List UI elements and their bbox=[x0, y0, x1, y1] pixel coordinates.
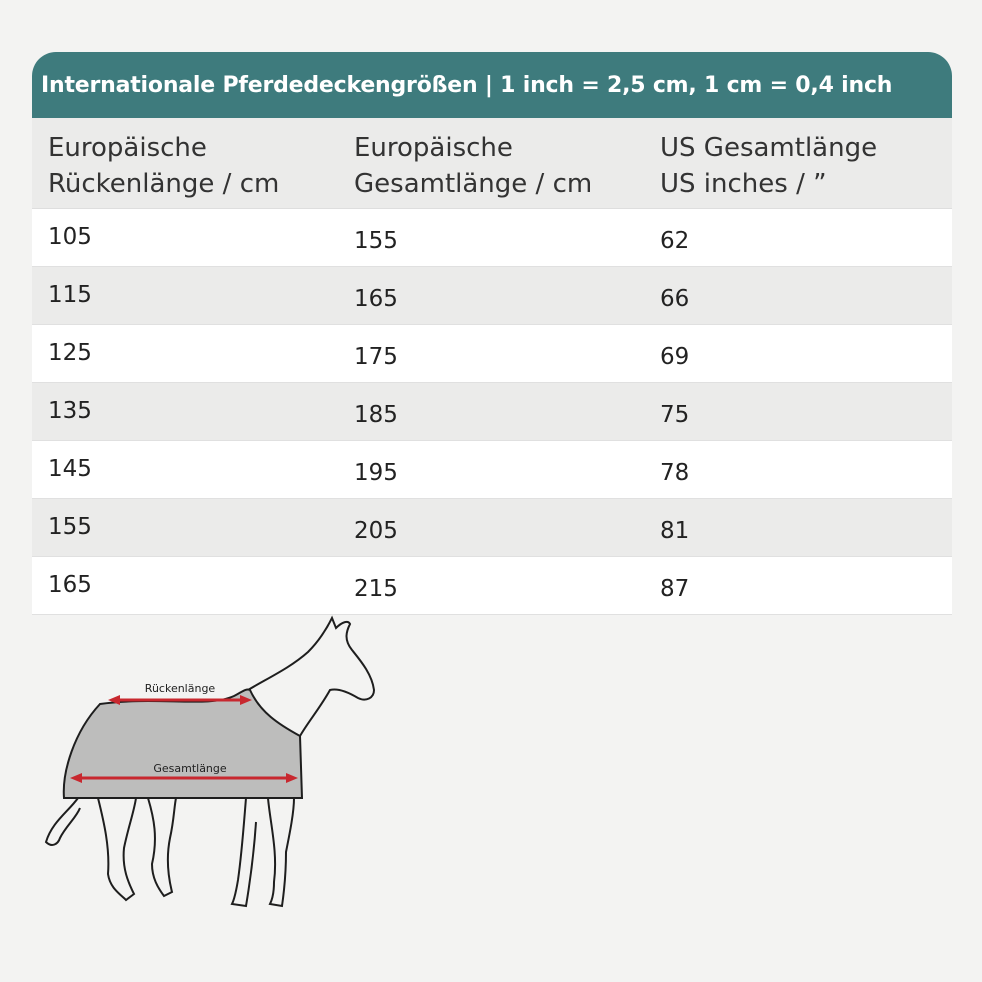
cell-total-length: 185 bbox=[354, 402, 398, 428]
cell-back-length: 165 bbox=[48, 572, 92, 598]
header-back-length: Europäische Rückenlänge / cm bbox=[48, 118, 279, 202]
header-line: Rückenlänge / cm bbox=[48, 169, 280, 199]
total-length-label: Gesamtlänge bbox=[153, 762, 227, 775]
cell-total-length: 165 bbox=[354, 286, 398, 312]
header-line: US inches / ” bbox=[660, 169, 827, 199]
header-total-length: Europäische Gesamtlänge / cm bbox=[354, 118, 592, 202]
cell-us-length: 66 bbox=[660, 286, 690, 312]
horse-illustration: Rückenlänge Gesamtlänge bbox=[38, 612, 398, 926]
blanket-shape bbox=[62, 688, 304, 799]
cell-back-length: 105 bbox=[48, 224, 92, 250]
horse-hind-legs bbox=[44, 797, 177, 902]
total-length-arrow bbox=[70, 773, 298, 783]
table-row: 145 195 78 bbox=[32, 441, 952, 499]
header-line: Europäische bbox=[354, 133, 513, 163]
cell-back-length: 135 bbox=[48, 398, 92, 424]
cell-us-length: 69 bbox=[660, 344, 690, 370]
cell-back-length: 155 bbox=[48, 514, 92, 540]
back-length-arrow bbox=[108, 695, 252, 705]
table-row: 155 205 81 bbox=[32, 499, 952, 557]
table-row: 165 215 87 bbox=[32, 557, 952, 615]
header-line: Gesamtlänge / cm bbox=[354, 169, 593, 199]
horse-head-outline bbox=[247, 615, 376, 737]
cell-us-length: 87 bbox=[660, 576, 690, 602]
cell-total-length: 175 bbox=[354, 344, 398, 370]
cell-back-length: 115 bbox=[48, 282, 92, 308]
size-table: Internationale Pferdedeckengrößen | 1 in… bbox=[32, 52, 952, 615]
cell-us-length: 81 bbox=[660, 518, 690, 544]
table-header-row: Europäische Rückenlänge / cm Europäische… bbox=[32, 118, 952, 209]
cell-total-length: 215 bbox=[354, 576, 398, 602]
back-length-label: Rückenlänge bbox=[145, 682, 216, 695]
table-row: 125 175 69 bbox=[32, 325, 952, 383]
table-row: 115 165 66 bbox=[32, 267, 952, 325]
table-row: 135 185 75 bbox=[32, 383, 952, 441]
cell-total-length: 155 bbox=[354, 228, 398, 254]
header-line: Europäische bbox=[48, 133, 207, 163]
header-line: US Gesamtlänge bbox=[660, 133, 878, 163]
cell-us-length: 75 bbox=[660, 402, 690, 428]
cell-total-length: 205 bbox=[354, 518, 398, 544]
cell-total-length: 195 bbox=[354, 460, 398, 486]
cell-us-length: 62 bbox=[660, 228, 690, 254]
cell-back-length: 125 bbox=[48, 340, 92, 366]
horse-blanket-diagram: Rückenlänge Gesamtlänge bbox=[44, 615, 376, 908]
cell-us-length: 78 bbox=[660, 460, 690, 486]
header-us-length: US Gesamtlänge US inches / ” bbox=[660, 118, 877, 202]
horse-front-legs bbox=[230, 797, 295, 908]
table-title: Internationale Pferdedeckengrößen | 1 in… bbox=[32, 52, 952, 118]
table-row: 105 155 62 bbox=[32, 209, 952, 267]
cell-back-length: 145 bbox=[48, 456, 92, 482]
